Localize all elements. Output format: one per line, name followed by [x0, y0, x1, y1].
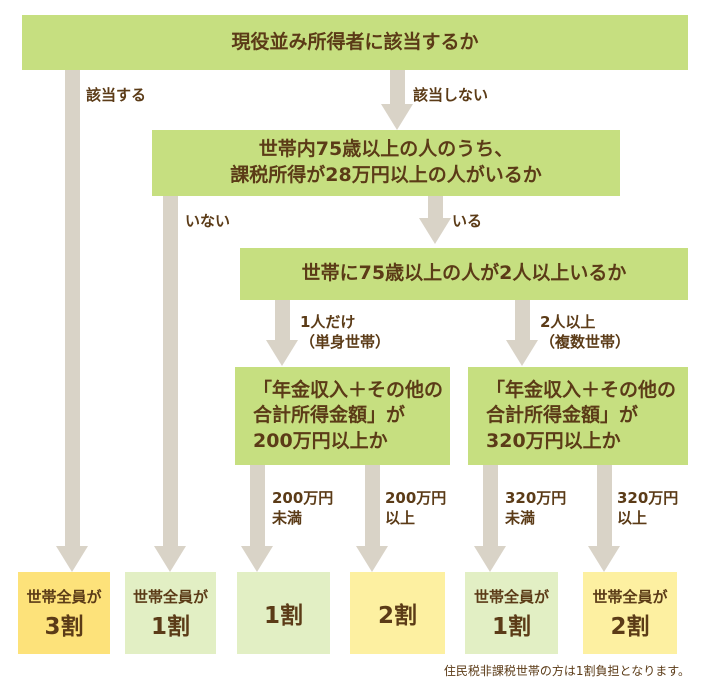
- question-box-3: 世帯に75歳以上の人が2人以上いるか: [240, 248, 688, 300]
- result-ratio: 2割: [377, 603, 417, 629]
- footnote: 住民税非課税世帯の方は1割負担となります。: [443, 664, 690, 678]
- result-box: 世帯全員が 3割: [18, 572, 110, 654]
- arrow-q2-yes: [428, 196, 443, 220]
- result-ratio: 3割: [44, 613, 84, 640]
- result-ratio: 1割: [491, 613, 531, 640]
- arrowhead-icon: [474, 546, 506, 572]
- question-box-2: 世帯内75歳以上の人のうち、 課税所得が28万円以上の人がいるか: [152, 130, 620, 196]
- result-box: 世帯全員が 2割: [583, 572, 677, 654]
- arrowhead-icon: [56, 546, 88, 572]
- branch-label: 1人だけ （単身世帯）: [300, 313, 391, 352]
- arrow-q5-below: [483, 465, 498, 548]
- question-text: 「年金収入＋その他の 合計所得金額」が 320万円以上か: [486, 378, 677, 452]
- result-subtext: 世帯全員が: [473, 587, 549, 606]
- question-text: 「年金収入＋その他の 合計所得金額」が 200万円以上か: [253, 378, 444, 452]
- arrow-q4-below: [250, 465, 265, 548]
- result-subtext: 世帯全員が: [132, 587, 208, 606]
- result-box: 世帯全員が 1割: [465, 572, 558, 654]
- question-box-4: 「年金収入＋その他の 合計所得金額」が 200万円以上か: [235, 367, 450, 465]
- result-box: 2割: [350, 572, 445, 654]
- arrowhead-icon: [241, 546, 273, 572]
- arrowhead-icon: [356, 546, 388, 572]
- question-text: 世帯に75歳以上の人が2人以上いるか: [301, 262, 627, 285]
- result-ratio: 2割: [610, 613, 650, 640]
- branch-label: 320万円 以上: [617, 489, 679, 528]
- question-box-1: 現役並み所得者に該当するか: [22, 15, 688, 70]
- arrow-q3-two: [515, 300, 530, 342]
- branch-label: 該当する: [86, 86, 147, 104]
- result-subtext: 世帯全員が: [26, 587, 102, 606]
- branch-label: 2人以上 （複数世帯）: [540, 313, 631, 352]
- result-ratio: 1割: [150, 613, 190, 640]
- branch-label: いない: [185, 212, 231, 230]
- result-ratio: 1割: [263, 603, 303, 629]
- arrowhead-icon: [506, 340, 538, 366]
- arrow-q5-above: [597, 465, 612, 548]
- arrowhead-icon: [419, 218, 451, 244]
- result-box: 1割: [237, 572, 330, 654]
- arrowhead-icon: [381, 104, 413, 130]
- arrow-q4-above: [365, 465, 380, 548]
- question-text: 現役並み所得者に該当するか: [231, 30, 479, 53]
- branch-label: 320万円 未満: [505, 489, 567, 528]
- question-text: 世帯内75歳以上の人のうち、 課税所得が28万円以上の人がいるか: [230, 138, 542, 186]
- arrowhead-icon: [266, 340, 298, 366]
- arrowhead-icon: [588, 546, 620, 572]
- arrow-q1-no: [390, 70, 405, 106]
- branch-label: 200万円 以上: [385, 489, 447, 528]
- question-box-5: 「年金収入＋その他の 合計所得金額」が 320万円以上か: [468, 367, 688, 465]
- branch-label: 該当しない: [413, 86, 489, 104]
- arrow-q1-yes: [65, 70, 80, 548]
- branch-label: いる: [452, 212, 483, 230]
- branch-label: 200万円 未満: [272, 489, 334, 528]
- result-box: 世帯全員が 1割: [125, 572, 216, 654]
- arrow-q2-no: [163, 196, 178, 548]
- arrowhead-icon: [154, 546, 186, 572]
- arrow-q3-one: [275, 300, 290, 342]
- result-subtext: 世帯全員が: [592, 587, 668, 606]
